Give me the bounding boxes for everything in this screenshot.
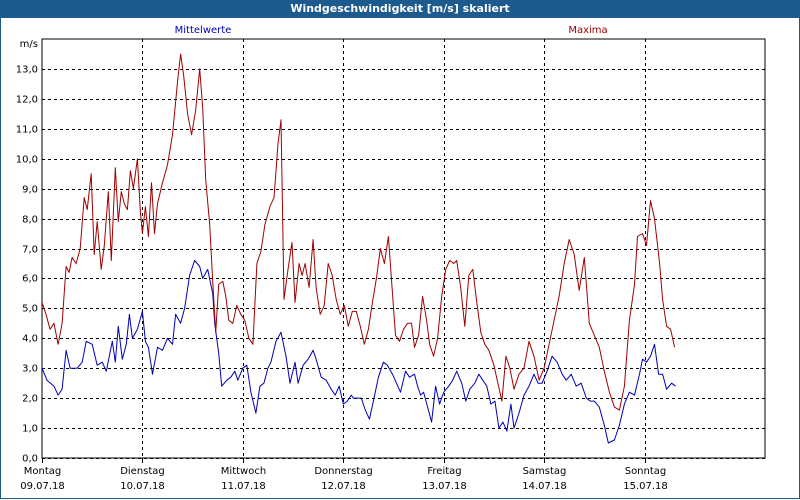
x-tick-date-label: 15.07.18 bbox=[623, 481, 668, 492]
window-title: Windgeschwindigkeit [m/s] skaliert bbox=[0, 0, 800, 18]
x-tick-day-label: Freitag bbox=[427, 466, 461, 477]
y-tick-label: 4,0 bbox=[22, 334, 38, 345]
y-tick-label: 10,0 bbox=[16, 155, 38, 166]
y-tick-label: 9,0 bbox=[22, 185, 38, 196]
y-tick-label: 13,0 bbox=[16, 65, 38, 76]
y-tick-label: 11,0 bbox=[16, 125, 38, 136]
x-tick-day-label: Sonntag bbox=[625, 466, 667, 477]
y-tick-label: 2,0 bbox=[22, 394, 38, 405]
series-line-mittelwerte bbox=[41, 260, 676, 444]
x-tick-day-label: Samstag bbox=[523, 466, 567, 477]
y-tick-label: 0,0 bbox=[22, 454, 38, 465]
y-tick-label: 12,0 bbox=[16, 95, 38, 106]
y-tick-label: 6,0 bbox=[22, 274, 38, 285]
y-tick-label: 8,0 bbox=[22, 215, 38, 226]
x-tick-date-label: 10.07.18 bbox=[120, 481, 165, 492]
y-tick-label: 1,0 bbox=[22, 424, 38, 435]
x-tick-day-label: Mittwoch bbox=[221, 466, 266, 477]
x-tick-day-label: Dienstag bbox=[120, 466, 165, 477]
x-tick-date-label: 11.07.18 bbox=[221, 481, 266, 492]
x-tick-date-label: 13.07.18 bbox=[422, 481, 467, 492]
y-axis-unit-label: m/s bbox=[20, 39, 38, 50]
y-tick-label: 5,0 bbox=[22, 304, 38, 315]
chart-frame: 0,0 1,0 2,0 3,0 4,0 5,0 6,0 7,0 8,0 9,0 10,0 11,0 12… bbox=[0, 18, 800, 499]
legend-maxima: Maxima bbox=[568, 25, 607, 36]
x-tick-day-label: Donnerstag bbox=[314, 466, 372, 477]
x-tick-date-label: 09.07.18 bbox=[20, 481, 65, 492]
legend-mittelwerte: Mittelwerte bbox=[175, 25, 232, 36]
x-tick-date-label: 12.07.18 bbox=[321, 481, 366, 492]
y-tick-label: 3,0 bbox=[22, 364, 38, 375]
series-line-maxima bbox=[41, 53, 676, 411]
plot-area-border bbox=[41, 38, 766, 459]
y-tick-label: 7,0 bbox=[22, 245, 38, 256]
wind-speed-chart: 0,0 1,0 2,0 3,0 4,0 5,0 6,0 7,0 8,0 9,0 10,0 11,0 12… bbox=[16, 25, 766, 492]
x-tick-date-label: 14.07.18 bbox=[522, 481, 567, 492]
x-tick-day-label: Montag bbox=[24, 466, 61, 477]
